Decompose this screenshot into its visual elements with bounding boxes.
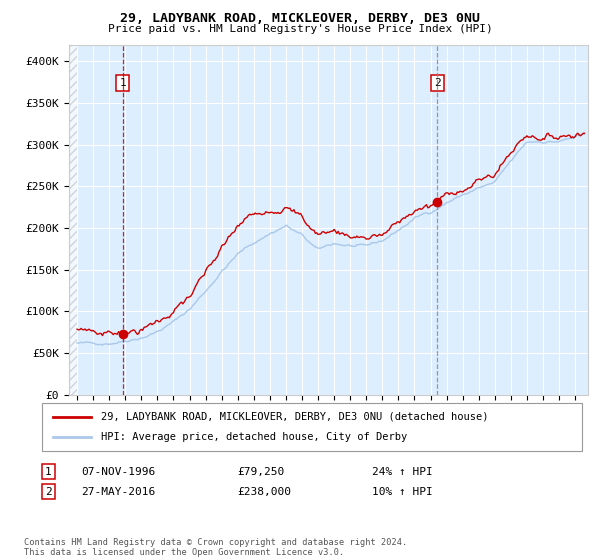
Text: 10% ↑ HPI: 10% ↑ HPI (372, 487, 433, 497)
FancyBboxPatch shape (42, 403, 582, 451)
Text: 29, LADYBANK ROAD, MICKLEOVER, DERBY, DE3 0NU: 29, LADYBANK ROAD, MICKLEOVER, DERBY, DE… (120, 12, 480, 25)
Text: 1: 1 (45, 466, 52, 477)
Text: 07-NOV-1996: 07-NOV-1996 (81, 466, 155, 477)
Text: £238,000: £238,000 (237, 487, 291, 497)
Text: HPI: Average price, detached house, City of Derby: HPI: Average price, detached house, City… (101, 432, 407, 442)
Text: 1: 1 (119, 78, 126, 88)
Text: 27-MAY-2016: 27-MAY-2016 (81, 487, 155, 497)
Text: 24% ↑ HPI: 24% ↑ HPI (372, 466, 433, 477)
Text: 2: 2 (434, 78, 440, 88)
Text: Contains HM Land Registry data © Crown copyright and database right 2024.
This d: Contains HM Land Registry data © Crown c… (24, 538, 407, 557)
Text: £79,250: £79,250 (237, 466, 284, 477)
Text: Price paid vs. HM Land Registry's House Price Index (HPI): Price paid vs. HM Land Registry's House … (107, 24, 493, 34)
Text: 29, LADYBANK ROAD, MICKLEOVER, DERBY, DE3 0NU (detached house): 29, LADYBANK ROAD, MICKLEOVER, DERBY, DE… (101, 412, 489, 422)
Text: 2: 2 (45, 487, 52, 497)
Bar (69, 45, 77, 395)
